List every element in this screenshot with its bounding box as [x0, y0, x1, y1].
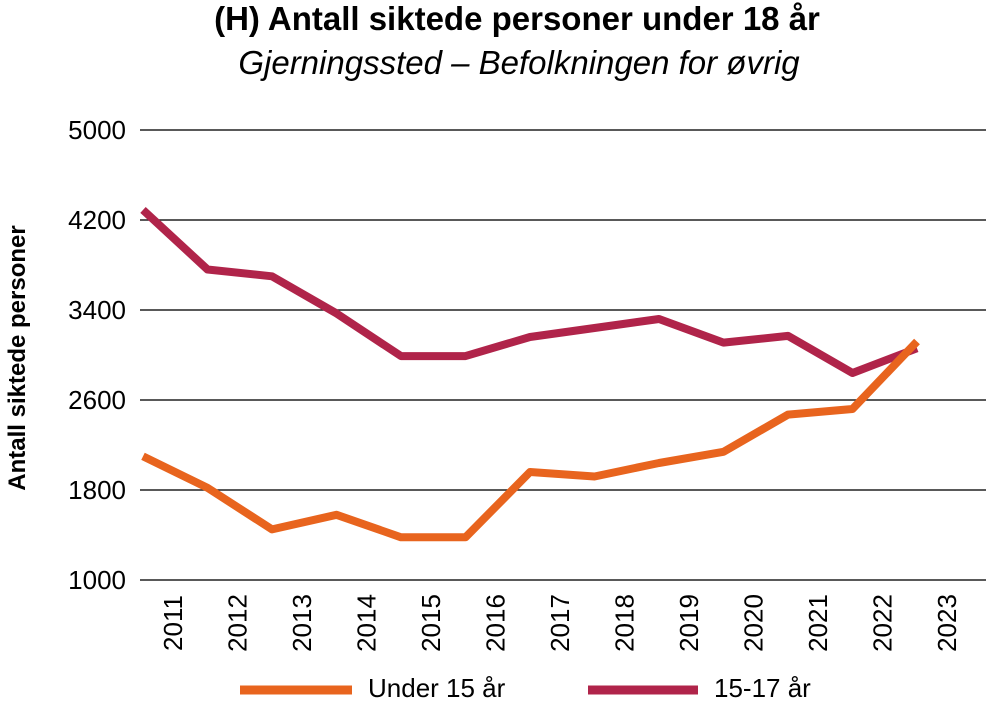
- x-tick-label: 2011: [158, 595, 188, 651]
- x-axis-ticks: 2011 2012 2013 2014 2015 2016 2017 2018 2019 2020…: [158, 594, 962, 652]
- legend-label: 15-17 år: [714, 673, 811, 703]
- y-tick-label: 1800: [68, 475, 126, 505]
- x-tick-label: 2012: [223, 594, 253, 652]
- x-tick-label: 2018: [610, 594, 640, 652]
- legend: Under 15 år 15-17 år: [240, 673, 811, 703]
- y-tick-label: 4200: [68, 205, 126, 235]
- y-tick-label: 3400: [68, 295, 126, 325]
- y-axis-label: Antall siktede personer: [4, 225, 31, 490]
- x-tick-label: 2014: [352, 594, 382, 652]
- x-tick-label: 2022: [868, 594, 898, 652]
- y-axis-ticks: 5000 4200 3400 2600 1800 1000: [68, 115, 126, 595]
- x-tick-label: 2019: [674, 594, 704, 652]
- y-tick-label: 5000: [68, 115, 126, 145]
- x-tick-label: 2021: [803, 594, 833, 652]
- y-tick-label: 2600: [68, 385, 126, 415]
- series-line: [141, 338, 920, 542]
- x-tick-label: 2017: [545, 594, 575, 652]
- x-tick-label: 2016: [481, 594, 511, 652]
- x-tick-label: 2020: [739, 594, 769, 652]
- chart-title: (H) Antall siktede personer under 18 år: [214, 0, 820, 37]
- x-tick-label: 2013: [287, 594, 317, 652]
- series-line: [140, 206, 919, 377]
- x-tick-label: 2023: [932, 594, 962, 652]
- y-tick-label: 1000: [68, 565, 126, 595]
- series-lines: [140, 206, 920, 542]
- gridlines: [140, 129, 986, 581]
- x-tick-label: 2015: [416, 594, 446, 652]
- chart-subtitle: Gjerningssted – Befolkningen for øvrig: [238, 44, 800, 81]
- legend-label: Under 15 år: [368, 673, 506, 703]
